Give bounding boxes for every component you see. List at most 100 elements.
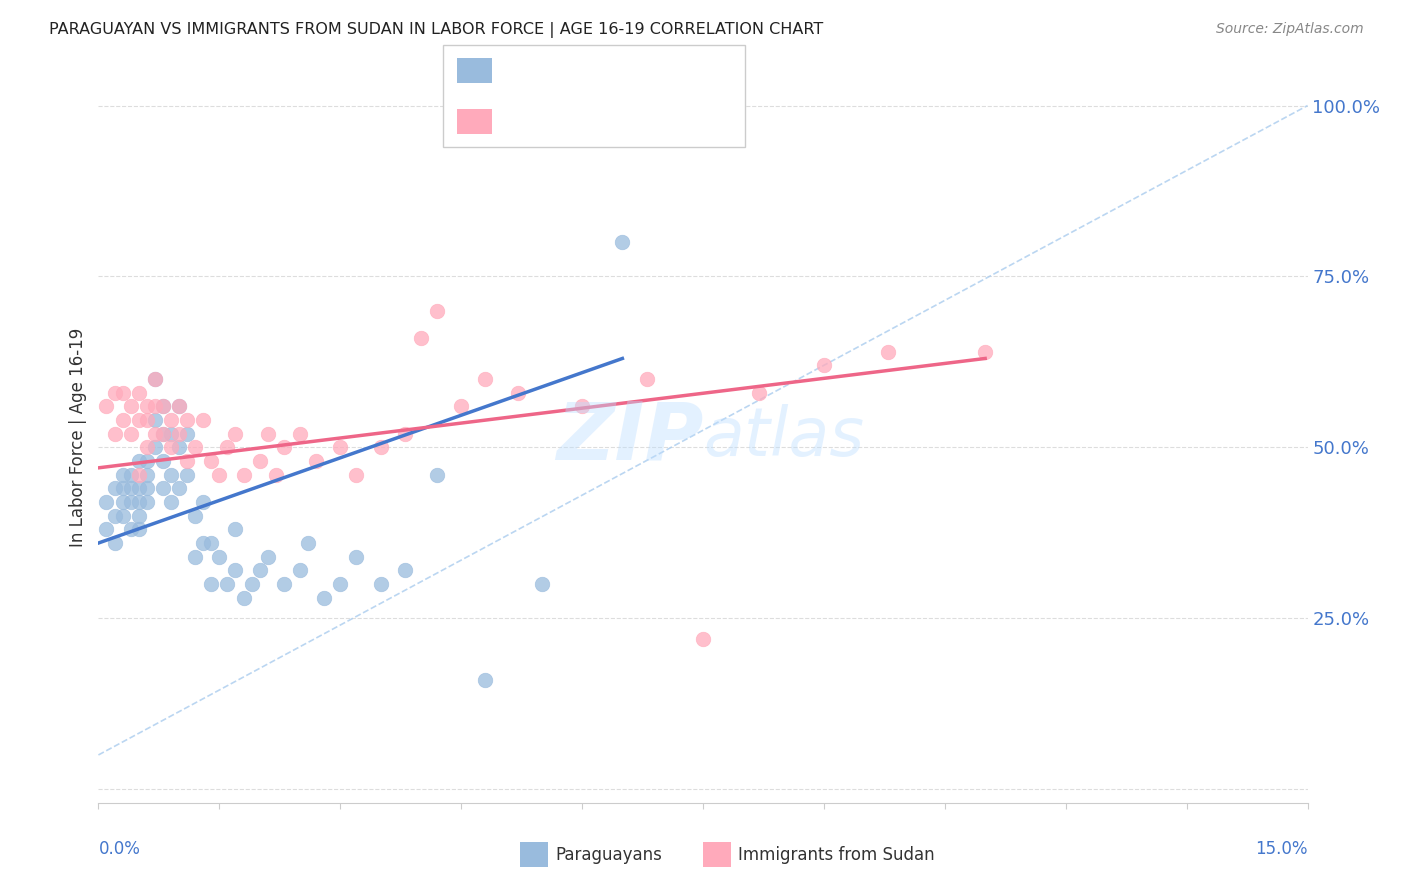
Point xyxy=(256,549,278,564)
Point xyxy=(344,549,367,564)
Point xyxy=(329,440,352,454)
Point xyxy=(297,536,319,550)
Point xyxy=(329,577,352,591)
Point xyxy=(143,372,166,386)
Text: R = 0.359: R = 0.359 xyxy=(502,62,600,79)
Point xyxy=(135,440,157,454)
Point xyxy=(370,577,392,591)
Point xyxy=(111,413,134,427)
Text: Source: ZipAtlas.com: Source: ZipAtlas.com xyxy=(1216,22,1364,37)
Point xyxy=(152,454,174,468)
Point xyxy=(120,481,142,495)
Point xyxy=(160,426,183,441)
Point xyxy=(160,495,183,509)
Point xyxy=(224,522,246,536)
Point xyxy=(96,522,118,536)
Point xyxy=(474,673,496,687)
Point xyxy=(184,549,207,564)
Point xyxy=(103,385,125,400)
Text: R = 0.201: R = 0.201 xyxy=(502,112,600,130)
Point xyxy=(256,426,278,441)
Point xyxy=(426,303,449,318)
Point xyxy=(103,481,125,495)
Point xyxy=(193,536,215,550)
Point xyxy=(128,413,150,427)
Point xyxy=(636,372,658,386)
Point xyxy=(224,426,246,441)
Point xyxy=(128,522,150,536)
Point xyxy=(344,467,367,482)
Point xyxy=(249,454,271,468)
Point xyxy=(200,454,222,468)
Point xyxy=(152,426,174,441)
Point xyxy=(167,440,190,454)
Point xyxy=(305,454,328,468)
Point xyxy=(974,344,997,359)
Point xyxy=(96,495,118,509)
Text: PARAGUAYAN VS IMMIGRANTS FROM SUDAN IN LABOR FORCE | AGE 16-19 CORRELATION CHART: PARAGUAYAN VS IMMIGRANTS FROM SUDAN IN L… xyxy=(49,22,824,38)
Point xyxy=(135,481,157,495)
Point xyxy=(474,372,496,386)
Point xyxy=(176,426,198,441)
Point xyxy=(120,522,142,536)
Text: ZIP: ZIP xyxy=(555,398,703,476)
Text: 15.0%: 15.0% xyxy=(1256,840,1308,858)
Point xyxy=(692,632,714,646)
Point xyxy=(128,495,150,509)
Point xyxy=(571,400,593,414)
Point xyxy=(193,413,215,427)
Point xyxy=(394,563,416,577)
Point xyxy=(273,577,295,591)
Point xyxy=(103,508,125,523)
Point xyxy=(111,508,134,523)
Point xyxy=(128,481,150,495)
Point xyxy=(143,413,166,427)
Point xyxy=(506,385,529,400)
Point xyxy=(264,467,287,482)
Point xyxy=(288,563,311,577)
Point xyxy=(167,400,190,414)
Point xyxy=(232,591,254,605)
Point xyxy=(208,467,231,482)
Point xyxy=(120,426,142,441)
Point xyxy=(160,467,183,482)
Point xyxy=(120,495,142,509)
Point xyxy=(111,481,134,495)
Point xyxy=(224,563,246,577)
Point xyxy=(273,440,295,454)
Point xyxy=(394,426,416,441)
Point xyxy=(409,331,432,345)
Point xyxy=(530,577,553,591)
Point xyxy=(176,467,198,482)
Point xyxy=(152,481,174,495)
Point xyxy=(813,359,835,373)
Point xyxy=(152,426,174,441)
Point xyxy=(232,467,254,482)
Point xyxy=(288,426,311,441)
Point xyxy=(748,385,770,400)
Point xyxy=(184,508,207,523)
Point xyxy=(314,591,336,605)
Point xyxy=(128,454,150,468)
Point xyxy=(249,563,271,577)
Point xyxy=(450,400,472,414)
Point xyxy=(96,400,118,414)
Point xyxy=(200,536,222,550)
Point xyxy=(135,467,157,482)
Point xyxy=(143,440,166,454)
Point xyxy=(612,235,634,250)
Point xyxy=(217,577,239,591)
Point xyxy=(111,385,134,400)
Point xyxy=(877,344,900,359)
Point xyxy=(111,495,134,509)
Text: 0.0%: 0.0% xyxy=(98,840,141,858)
Point xyxy=(135,454,157,468)
Point xyxy=(208,549,231,564)
Point xyxy=(426,467,449,482)
Point xyxy=(128,508,150,523)
Text: Paraguayans: Paraguayans xyxy=(555,846,662,863)
Point xyxy=(120,467,142,482)
Point xyxy=(240,577,263,591)
Point xyxy=(120,400,142,414)
Point xyxy=(167,481,190,495)
